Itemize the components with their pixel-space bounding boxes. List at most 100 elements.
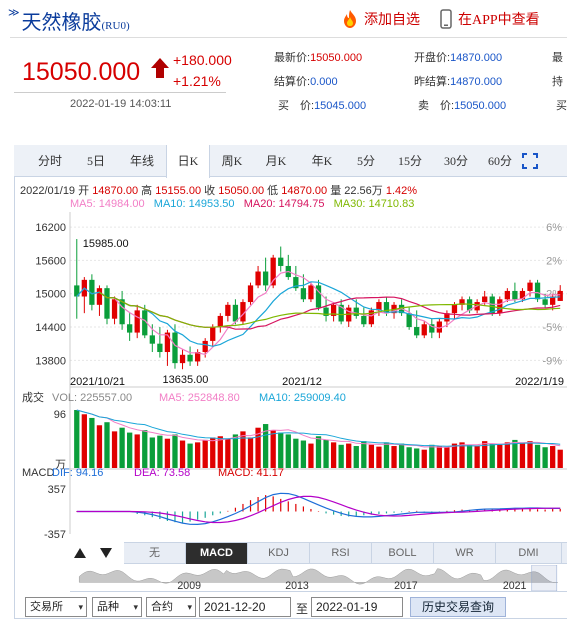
volume-bar	[421, 449, 427, 468]
macd-bar	[453, 510, 456, 512]
indicator-boll[interactable]: BOLL	[372, 543, 434, 564]
tab-year-line[interactable]: 年线	[129, 154, 154, 168]
indicator-kdj[interactable]: KDJ	[248, 543, 310, 564]
y-tick-label: 15000	[35, 289, 66, 301]
indicator-macd[interactable]: MACD	[186, 543, 248, 564]
end-date-input[interactable]: 2022-01-19	[311, 597, 403, 617]
macd-bar	[257, 497, 259, 512]
tab-daily-k[interactable]: 日K	[166, 145, 210, 178]
candle-body	[262, 271, 269, 286]
x-tick-label: 2022/1/19	[515, 376, 564, 388]
volume-bar	[429, 444, 435, 468]
y-tick-label: 14400	[35, 322, 66, 334]
candle-body	[308, 285, 314, 300]
macd-bar	[385, 511, 388, 514]
ma5-label: MA5: 14984.00	[70, 198, 145, 210]
period-tabs: 分时 5日 年线 日K 周K 月K 年K 5分 15分 30分 60分	[14, 145, 567, 178]
volume-bar	[330, 442, 337, 468]
volume-bar	[194, 442, 201, 468]
indicator-wr[interactable]: WR	[434, 543, 496, 564]
volume-bar	[534, 444, 541, 468]
tab-monthly-k[interactable]: 月K	[265, 154, 287, 168]
tab-weekly-k[interactable]: 周K	[221, 154, 243, 168]
candle-body	[315, 285, 322, 308]
tab-minute[interactable]: 分时	[37, 154, 62, 168]
candle-body	[550, 296, 556, 305]
tab-30min[interactable]: 30分	[443, 154, 468, 168]
indicator-rsi[interactable]: RSI	[310, 543, 372, 564]
volume-bar	[202, 439, 208, 468]
scroll-arrows	[70, 542, 124, 564]
macd-bar	[400, 511, 403, 513]
macd-bar	[234, 507, 237, 512]
x-tick-label: 2021/12	[282, 376, 322, 388]
candle-body	[194, 352, 201, 362]
indicator-none[interactable]: 无	[124, 543, 186, 564]
quote-field: 买 价:15045.000	[278, 100, 367, 112]
macd-bar	[446, 510, 448, 512]
candle-body	[421, 324, 427, 336]
volume-bar	[119, 427, 125, 468]
volume-bar	[504, 442, 510, 468]
volume-bar	[398, 443, 405, 468]
history-query-button[interactable]: 历史交易查询	[410, 597, 506, 617]
indicator-dmi[interactable]: DMI	[496, 543, 562, 564]
candle-body	[74, 285, 80, 297]
macd-bar	[370, 511, 372, 515]
volume-bar	[104, 422, 110, 468]
to-label: 至	[296, 602, 309, 616]
volume-bar	[278, 432, 284, 468]
start-date-input[interactable]: 2021-12-20	[199, 597, 291, 617]
contract-select[interactable]: 合约 ▾	[146, 597, 196, 617]
macd-bar	[189, 511, 191, 522]
macd-legend: DEA: 73.58	[134, 467, 190, 479]
overview-year-label: 2009	[177, 580, 201, 592]
macd-bar	[204, 511, 206, 518]
volume-bar	[482, 441, 488, 468]
tab-5min[interactable]: 5分	[356, 154, 375, 168]
volume-bar	[391, 446, 397, 468]
fullscreen-icon[interactable]	[522, 153, 538, 169]
volume-bar	[353, 446, 359, 468]
macd-bar	[174, 511, 176, 523]
volume-bar	[74, 410, 80, 468]
macd-bar	[544, 509, 546, 512]
y-right-tick-label: 6%	[546, 222, 562, 234]
macd-bar	[363, 511, 365, 516]
overview-selection[interactable]	[531, 565, 558, 591]
macd-bar	[310, 508, 312, 512]
y-tick-label: 16200	[35, 222, 66, 234]
indicator-bar: 无 MACD KDJ RSI BOLL WR DMI	[70, 542, 567, 564]
volume-bar	[444, 447, 450, 468]
volume-bar	[179, 440, 186, 468]
volume-bar	[127, 432, 133, 468]
open-in-app-button[interactable]: 在APP中查看	[440, 9, 540, 29]
arrow-up-icon[interactable]	[74, 548, 86, 558]
exchange-select[interactable]: 交易所 ▾	[25, 597, 87, 617]
volume-bar	[368, 444, 375, 468]
tab-5day[interactable]: 5日	[86, 154, 105, 168]
tab-15min[interactable]: 15分	[397, 154, 422, 168]
product-select[interactable]: 品种 ▾	[92, 597, 142, 617]
tab-yearly-k[interactable]: 年K	[311, 154, 333, 168]
volume-bar	[489, 443, 495, 468]
chart-grid	[69, 212, 567, 534]
macd-bar	[333, 511, 335, 515]
tab-60min[interactable]: 60分	[487, 154, 512, 168]
candle-body	[270, 257, 276, 286]
volume-bar	[436, 446, 443, 468]
volume-bar	[346, 443, 352, 468]
macd-bar	[348, 511, 350, 517]
arrow-down-icon[interactable]	[100, 548, 112, 558]
volume-bar	[217, 436, 223, 468]
macd-line	[76, 492, 561, 526]
chevron-down-icon: ▾	[78, 602, 83, 612]
ma20-label: MA20: 14794.75	[243, 198, 325, 210]
volume-bar	[406, 447, 412, 468]
history-overview[interactable]: 2009 2013 2017 2021	[70, 565, 567, 592]
candle-body	[232, 304, 239, 322]
flame-icon	[344, 10, 356, 28]
macd-bar	[559, 508, 561, 512]
add-favorite-button[interactable]: 添加自选	[340, 9, 420, 29]
